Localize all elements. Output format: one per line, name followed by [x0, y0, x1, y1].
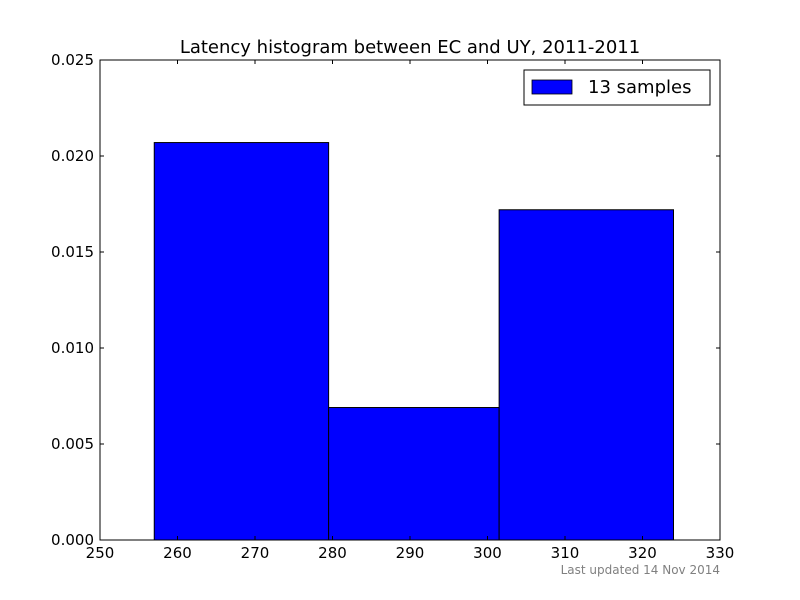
plot-frame [99, 59, 721, 541]
legend-label: 13 samples [588, 77, 691, 98]
histogram-bar-2 [328, 407, 500, 541]
y-tick-label: 0.005 [51, 435, 94, 453]
x-tick-label: 330 [706, 544, 735, 562]
histogram-bar-3 [498, 209, 674, 541]
legend-swatch [531, 79, 573, 95]
legend: 13 samples [523, 69, 711, 106]
x-tick-label: 290 [396, 544, 425, 562]
y-tick-label: 0.015 [51, 243, 94, 261]
x-tick-label: 310 [551, 544, 580, 562]
chart-title: Latency histogram between EC and UY, 201… [180, 37, 640, 58]
y-tick-label: 0.020 [51, 147, 94, 165]
x-tick-label: 260 [163, 544, 192, 562]
x-tick-label: 270 [241, 544, 270, 562]
y-tick-label: 0.000 [51, 531, 94, 549]
x-tick-label: 300 [473, 544, 502, 562]
x-tick-label: 280 [318, 544, 347, 562]
y-tick-label: 0.010 [51, 339, 94, 357]
ticks-group: 250 260 270 280 290 300 310 320 330 0.000 0.005 0.0… [51, 51, 734, 562]
x-tick-label: 250 [86, 544, 115, 562]
histogram-bar-1 [153, 142, 330, 541]
bars-group [153, 142, 674, 541]
x-tick-label: 320 [628, 544, 657, 562]
footnote-last-updated: Last updated 14 Nov 2014 [561, 563, 720, 577]
y-tick-label: 0.025 [51, 51, 94, 69]
